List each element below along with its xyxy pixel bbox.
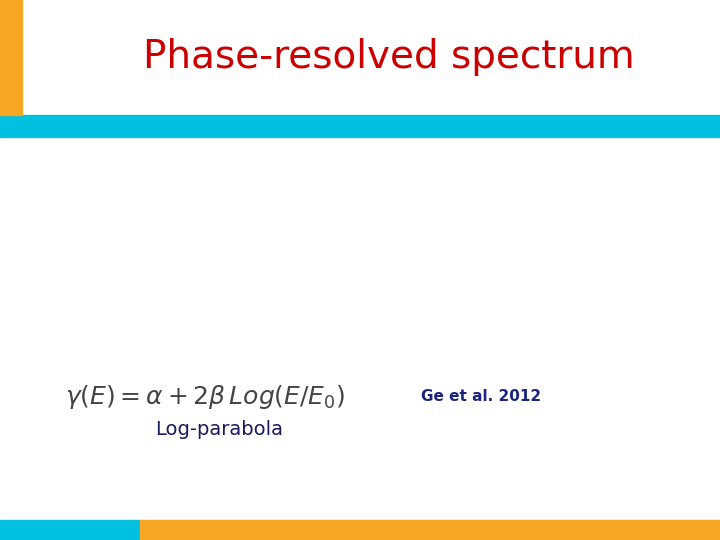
Bar — [140, 520, 720, 540]
Text: Log-parabola: Log-parabola — [155, 420, 283, 439]
Bar — [0, 115, 720, 137]
Text: Ge et al. 2012: Ge et al. 2012 — [421, 389, 541, 404]
Text: $\gamma(E) = \alpha + 2\beta\, Log(E/E_0)$: $\gamma(E) = \alpha + 2\beta\, Log(E/E_0… — [65, 383, 346, 411]
Bar — [0, 520, 140, 540]
Bar — [0, 0, 22, 115]
Text: Phase-resolved spectrum: Phase-resolved spectrum — [143, 38, 634, 77]
